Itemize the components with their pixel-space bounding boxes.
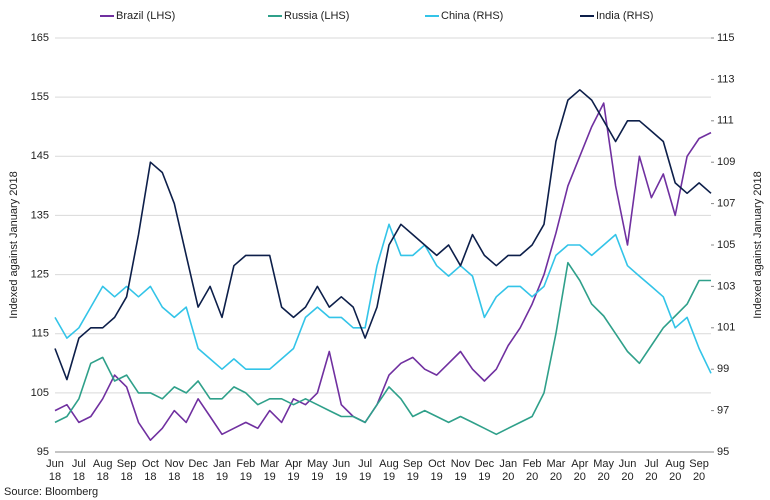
x-tick-label: Jun 19 — [332, 458, 350, 483]
legend-label: Russia (LHS) — [284, 10, 349, 22]
legend-label: China (RHS) — [441, 10, 503, 22]
series-line — [54, 261, 711, 436]
x-tick-label: Aug 18 — [93, 458, 113, 483]
y2-tick-label: 111 — [717, 115, 734, 127]
y2-tick-label: 95 — [717, 446, 729, 458]
y-tick-label: 105 — [31, 387, 49, 399]
x-tick-label: Dec 19 — [475, 458, 495, 483]
y-axis-label: Indexed against January 2018 — [8, 171, 20, 318]
x-tick-label: Jul 20 — [644, 458, 658, 483]
y2-tick-label: 103 — [717, 280, 735, 292]
x-tick-label: Jun 20 — [619, 458, 637, 483]
x-tick-label: Mar 19 — [260, 458, 279, 483]
y-tick-label: 125 — [31, 268, 49, 280]
x-tick-label: Jan 19 — [213, 458, 231, 483]
x-tick-label: Oct 18 — [142, 458, 159, 483]
x-tick-label: Sep 19 — [403, 458, 423, 483]
x-tick-label: Oct 19 — [428, 458, 445, 483]
x-tick-label: Aug 20 — [665, 458, 685, 483]
y2-tick-label: 115 — [717, 32, 735, 44]
x-tick-label: Aug 19 — [379, 458, 399, 483]
x-tick-label: Jan 20 — [499, 458, 517, 483]
y-tick-label: 165 — [31, 32, 49, 44]
x-tick-label: May 20 — [593, 458, 614, 483]
source: Source: Bloomberg — [4, 486, 98, 498]
x-tick-label: Apr 20 — [571, 458, 588, 483]
legend-label: Brazil (LHS) — [116, 10, 175, 22]
x-tick-label: Mar 20 — [546, 458, 565, 483]
y-tick-label: 135 — [31, 209, 49, 221]
y2-axis-label: Indexed against January 2018 — [752, 171, 764, 318]
x-tick-label: Jul 18 — [72, 458, 86, 483]
x-tick-label: Nov 19 — [451, 458, 471, 483]
x-tick-label: Apr 19 — [285, 458, 302, 483]
series-line — [54, 223, 712, 374]
x-tick-label: Sep 18 — [117, 458, 137, 483]
y-tick-label: 145 — [31, 150, 49, 162]
x-tick-label: Nov 18 — [164, 458, 184, 483]
y-tick-label: 155 — [31, 91, 49, 103]
series-line — [54, 102, 712, 441]
x-tick-label: Jul 19 — [358, 458, 372, 483]
x-tick-label: Jun 18 — [46, 458, 64, 483]
y2-tick-label: 105 — [717, 239, 735, 251]
y2-tick-label: 101 — [717, 322, 735, 334]
x-tick-label: Sep 20 — [689, 458, 709, 483]
series-line — [54, 89, 712, 381]
y2-tick-label: 97 — [717, 405, 729, 417]
x-tick-label: Feb 19 — [236, 458, 255, 483]
y2-tick-label: 113 — [717, 73, 735, 85]
y-tick-label: 115 — [31, 328, 49, 340]
y2-tick-label: 109 — [717, 156, 735, 168]
x-tick-label: May 19 — [307, 458, 328, 483]
x-tick-label: Feb 20 — [523, 458, 542, 483]
y2-tick-label: 107 — [717, 198, 735, 210]
legend-label: India (RHS) — [596, 10, 653, 22]
y-tick-label: 95 — [37, 446, 49, 458]
y2-tick-label: 99 — [717, 363, 729, 375]
x-tick-label: Dec 18 — [188, 458, 208, 483]
